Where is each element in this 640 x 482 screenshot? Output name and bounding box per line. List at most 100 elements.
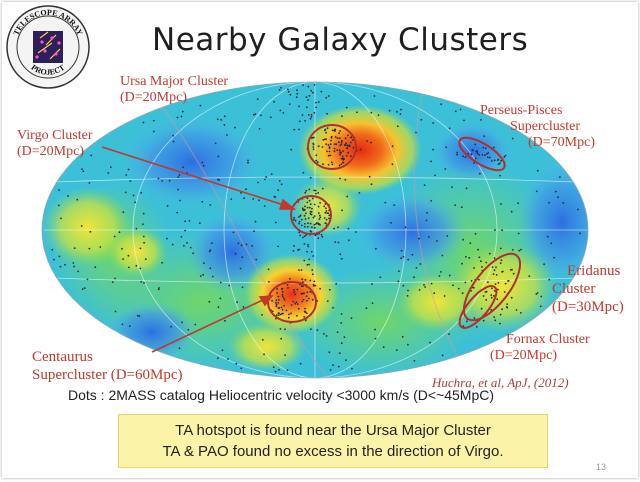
grid-lines — [44, 82, 588, 378]
catalog-dot — [332, 364, 334, 366]
catalog-dot — [338, 164, 341, 167]
catalog-dot — [325, 131, 327, 134]
catalog-dot — [309, 210, 312, 213]
catalog-dot — [121, 323, 124, 326]
ursa-major-marker — [307, 124, 357, 170]
catalog-dot — [304, 310, 306, 313]
catalog-dot — [278, 89, 281, 91]
catalog-dot — [305, 189, 308, 192]
catalog-dot — [344, 137, 347, 140]
catalog-dot — [474, 157, 477, 160]
catalog-dot — [198, 222, 201, 225]
catalog-dot — [245, 243, 248, 246]
catalog-dot — [352, 146, 355, 149]
catalog-dot — [325, 207, 327, 210]
catalog-dot — [379, 276, 382, 279]
catalog-dot — [349, 155, 352, 158]
catalog-dot — [214, 142, 217, 145]
catalog-dot — [258, 199, 260, 202]
catalog-dot — [327, 212, 330, 215]
catalog-dot — [296, 92, 299, 95]
catalog-dot — [493, 295, 495, 297]
catalog-dot — [293, 216, 296, 219]
catalog-dot — [304, 279, 307, 281]
catalog-dot — [136, 314, 139, 317]
catalog-dot — [67, 195, 69, 197]
catalog-dot — [348, 144, 351, 147]
catalog-dot — [485, 261, 488, 264]
catalog-dot — [122, 211, 125, 214]
catalog-dot — [188, 220, 191, 222]
catalog-dot — [457, 287, 460, 290]
catalog-dot — [143, 241, 146, 244]
catalog-dot — [305, 96, 308, 98]
catalog-dot — [327, 144, 330, 146]
catalog-dot — [340, 163, 343, 166]
catalog-dot — [473, 317, 476, 319]
perseus-pisces-name-1: Perseus-Pisces — [480, 103, 563, 118]
catalog-dot — [202, 165, 205, 167]
catalog-dot — [311, 269, 314, 271]
catalog-dot — [296, 288, 299, 291]
catalog-dot — [245, 188, 247, 191]
catalog-dot — [230, 198, 233, 201]
catalog-dot — [391, 163, 394, 166]
catalog-dot — [281, 293, 284, 296]
catalog-dot — [464, 156, 467, 159]
eridanus-distance: (D=30Mpc) — [552, 299, 624, 315]
catalog-dot — [299, 362, 302, 365]
catalog-dot — [515, 309, 518, 311]
catalog-dot — [135, 227, 138, 230]
catalog-dot — [474, 143, 477, 146]
catalog-dot — [470, 280, 473, 282]
catalog-dot — [295, 96, 298, 99]
catalog-dot — [275, 314, 278, 316]
catalog-dot — [330, 161, 333, 164]
catalog-dot — [135, 264, 138, 267]
catalog-dot — [503, 156, 506, 158]
catalog-dot — [88, 182, 91, 184]
catalog-dot — [300, 218, 303, 221]
catalog-dot — [331, 129, 334, 132]
catalog-dot — [310, 113, 313, 116]
catalog-dot — [76, 198, 79, 201]
catalog-dot — [302, 236, 304, 239]
catalog-dot — [506, 306, 509, 309]
catalog-dot — [186, 241, 188, 244]
catalog-dot — [253, 113, 255, 116]
catalog-dot — [461, 292, 464, 295]
catalog-dot — [223, 124, 226, 126]
catalog-dot — [489, 156, 491, 159]
catalog-dot — [252, 198, 255, 200]
catalog-dot — [346, 147, 348, 150]
catalog-dot — [540, 295, 543, 298]
catalog-dot — [300, 285, 303, 287]
catalog-dot — [304, 205, 306, 208]
catalog-dot — [465, 320, 468, 323]
catalog-dot — [305, 212, 307, 215]
catalog-dot — [330, 139, 332, 142]
catalog-dot — [445, 146, 448, 149]
catalog-dot — [470, 153, 473, 156]
catalog-dot — [328, 150, 331, 153]
catalog-dot — [201, 200, 204, 203]
catalog-dot — [462, 238, 464, 241]
catalog-dot — [125, 174, 128, 176]
catalog-dot — [446, 235, 449, 237]
catalog-dot — [124, 191, 127, 194]
catalog-dot — [178, 347, 181, 350]
catalog-dot — [536, 169, 539, 172]
catalog-dot — [53, 258, 55, 261]
catalog-dot — [345, 155, 348, 157]
catalog-dot — [88, 247, 91, 250]
catalog-dot — [247, 161, 249, 164]
catalog-dot — [289, 93, 292, 96]
catalog-dot — [472, 286, 475, 289]
catalog-dot — [490, 160, 493, 162]
catalog-dot — [279, 313, 282, 316]
catalog-dot — [268, 281, 270, 283]
catalog-dot — [283, 299, 286, 301]
catalog-dot — [114, 277, 116, 280]
catalog-dot — [209, 204, 212, 206]
